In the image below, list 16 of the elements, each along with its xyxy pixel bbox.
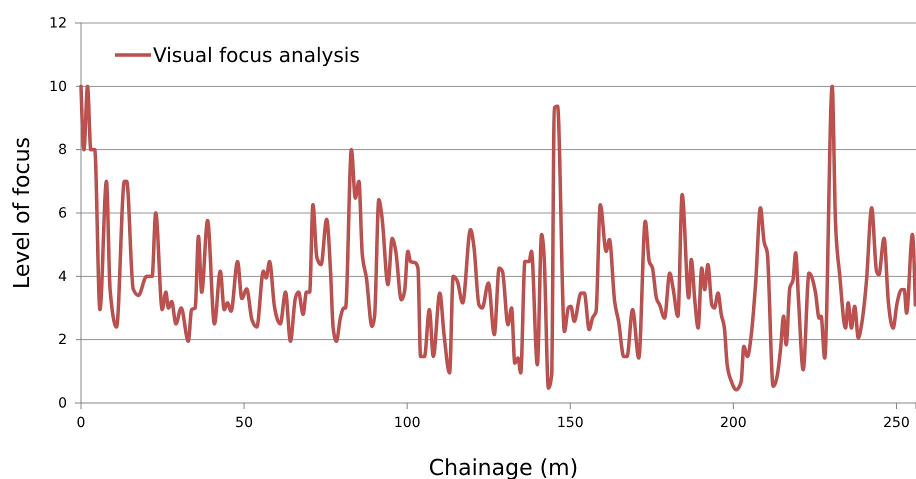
x-tick-label: 0 <box>76 414 86 431</box>
y-tick-label: 6 <box>58 205 68 222</box>
line-series <box>79 84 916 392</box>
x-tick-label: 100 <box>394 414 421 431</box>
y-tick-label: 0 <box>58 395 67 412</box>
x-tick-label: 250 <box>883 414 910 431</box>
y-tick-label: 2 <box>58 332 67 348</box>
y-tick-label: 12 <box>49 15 67 32</box>
legend-label: Visual focus analysis <box>153 43 360 67</box>
x-tick-label: 50 <box>235 414 253 431</box>
y-tick-label: 8 <box>58 142 67 158</box>
y-axis-title: Level of focus <box>10 137 35 289</box>
x-tick-label: 150 <box>556 414 584 431</box>
x-tick-label: 200 <box>720 414 747 431</box>
y-tick-label: 4 <box>58 268 68 285</box>
y-tick-label: 10 <box>49 78 67 95</box>
